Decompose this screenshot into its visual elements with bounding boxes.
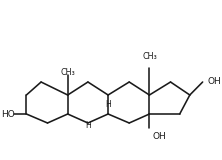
- Text: CH₃: CH₃: [60, 68, 75, 77]
- Text: CH₃: CH₃: [142, 52, 157, 61]
- Text: OH: OH: [207, 77, 221, 87]
- Text: HO: HO: [1, 109, 14, 119]
- Text: OH: OH: [152, 132, 166, 141]
- Text: H: H: [105, 100, 111, 109]
- Text: H: H: [85, 121, 91, 130]
